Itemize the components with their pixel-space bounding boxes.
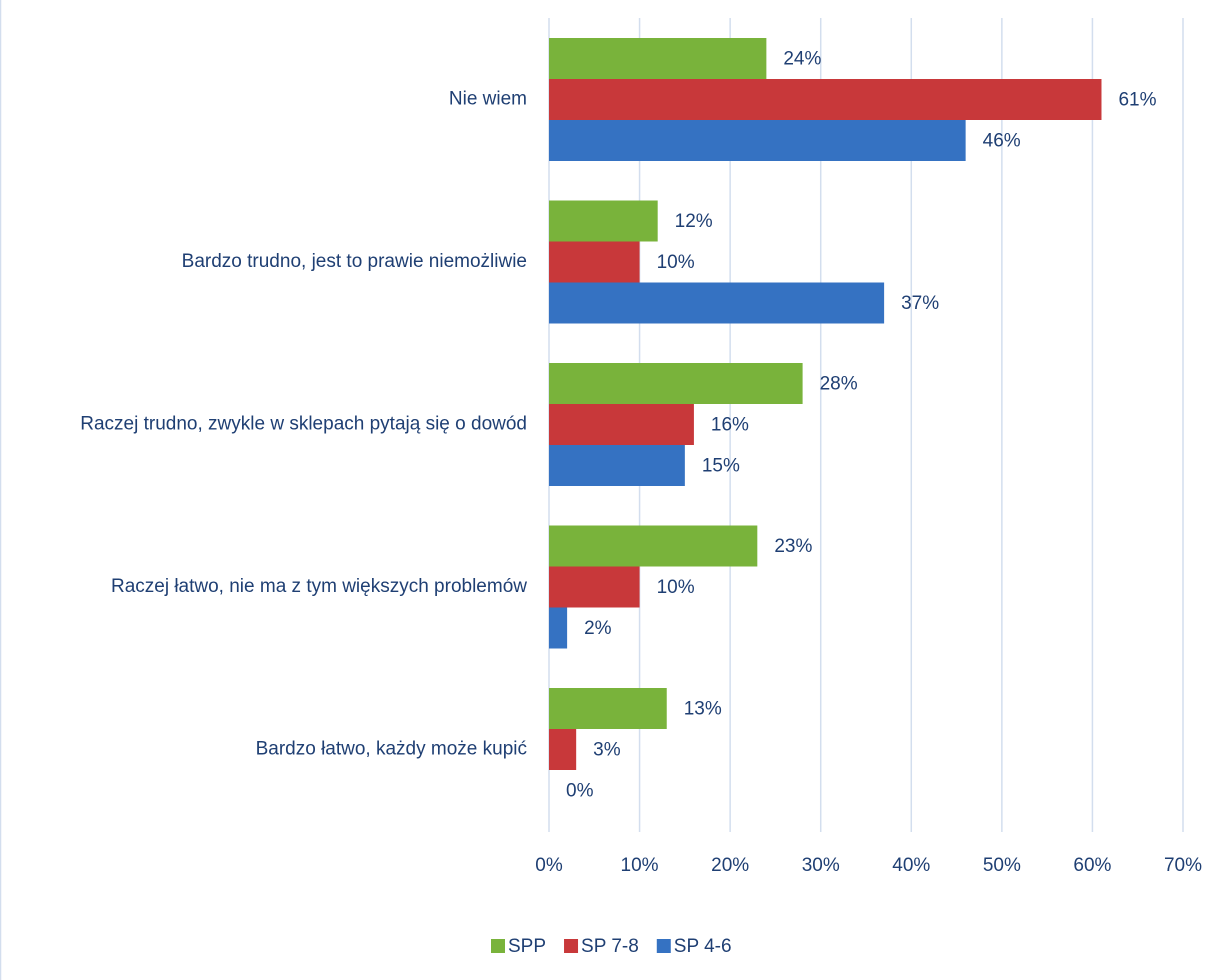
legend-swatch xyxy=(656,939,671,953)
data-label: 13% xyxy=(684,699,722,720)
category-label: Bardzo trudno, jest to prawie niemożliwi… xyxy=(182,251,527,272)
data-label: 3% xyxy=(593,740,621,761)
x-tick-label: 30% xyxy=(802,855,840,876)
data-label: 24% xyxy=(783,49,821,70)
data-label: 2% xyxy=(584,618,612,639)
bar-sp-4-6 xyxy=(549,120,966,161)
bar-sp-7-8 xyxy=(549,241,640,283)
bar-sp-7-8 xyxy=(549,729,577,770)
legend-swatch xyxy=(491,939,505,953)
x-tick-label: 60% xyxy=(1073,855,1111,876)
data-label: 15% xyxy=(702,456,740,477)
bar-sp-7-8 xyxy=(549,404,694,445)
x-tick-label: 50% xyxy=(983,855,1021,876)
bar-sp-4-6 xyxy=(549,282,885,324)
category-labels: Nie wiem Bardzo trudno, jest to prawie ni… xyxy=(80,89,527,760)
bar-sp-4-6 xyxy=(549,445,685,486)
bar-sp-7-8 xyxy=(549,79,1102,120)
x-tick-label: 10% xyxy=(621,855,659,876)
legend-swatch xyxy=(564,939,579,953)
bar-spp xyxy=(549,525,758,567)
bar-sp-4-6 xyxy=(549,607,568,649)
data-label: 46% xyxy=(983,131,1021,152)
category-label: Raczej łatwo, nie ma z tym większych pro… xyxy=(111,576,527,597)
data-labels: 24% 61% 46% 12% 10% 37% 28% 16% 15% 23% 10% 2% 13% 3%… xyxy=(566,49,1157,802)
category-label: Bardzo łatwo, każdy może kupić xyxy=(256,739,527,760)
data-label: 16% xyxy=(711,415,749,436)
category-label: Raczej trudno, zwykle w sklepach pytają … xyxy=(80,414,527,435)
legend-label: SPP xyxy=(508,936,546,957)
category-label: Nie wiem xyxy=(449,89,527,110)
data-label: 10% xyxy=(657,577,695,598)
legend: SPP SP 7-8 SP 4-6 xyxy=(491,936,732,957)
data-label: 37% xyxy=(901,293,939,314)
bar-sp-7-8 xyxy=(549,566,640,608)
legend-label: SP 7-8 xyxy=(581,936,639,957)
bar-spp xyxy=(549,38,767,79)
bar-spp xyxy=(549,363,803,404)
data-label: 61% xyxy=(1118,90,1156,111)
x-axis-tick-labels: 0% 10% 20% 30% 40% 50% 60% 70% xyxy=(535,855,1202,876)
x-tick-label: 20% xyxy=(711,855,749,876)
data-label: 0% xyxy=(566,781,594,802)
bar-spp xyxy=(549,200,658,242)
data-label: 23% xyxy=(774,536,812,557)
bar-spp xyxy=(549,688,667,729)
legend-label: SP 4-6 xyxy=(674,936,732,957)
bars xyxy=(549,38,1102,770)
data-label: 12% xyxy=(675,211,713,232)
x-tick-label: 0% xyxy=(535,855,563,876)
data-label: 10% xyxy=(657,252,695,273)
x-tick-label: 70% xyxy=(1164,855,1202,876)
data-label: 28% xyxy=(820,374,858,395)
x-tick-label: 40% xyxy=(892,855,930,876)
